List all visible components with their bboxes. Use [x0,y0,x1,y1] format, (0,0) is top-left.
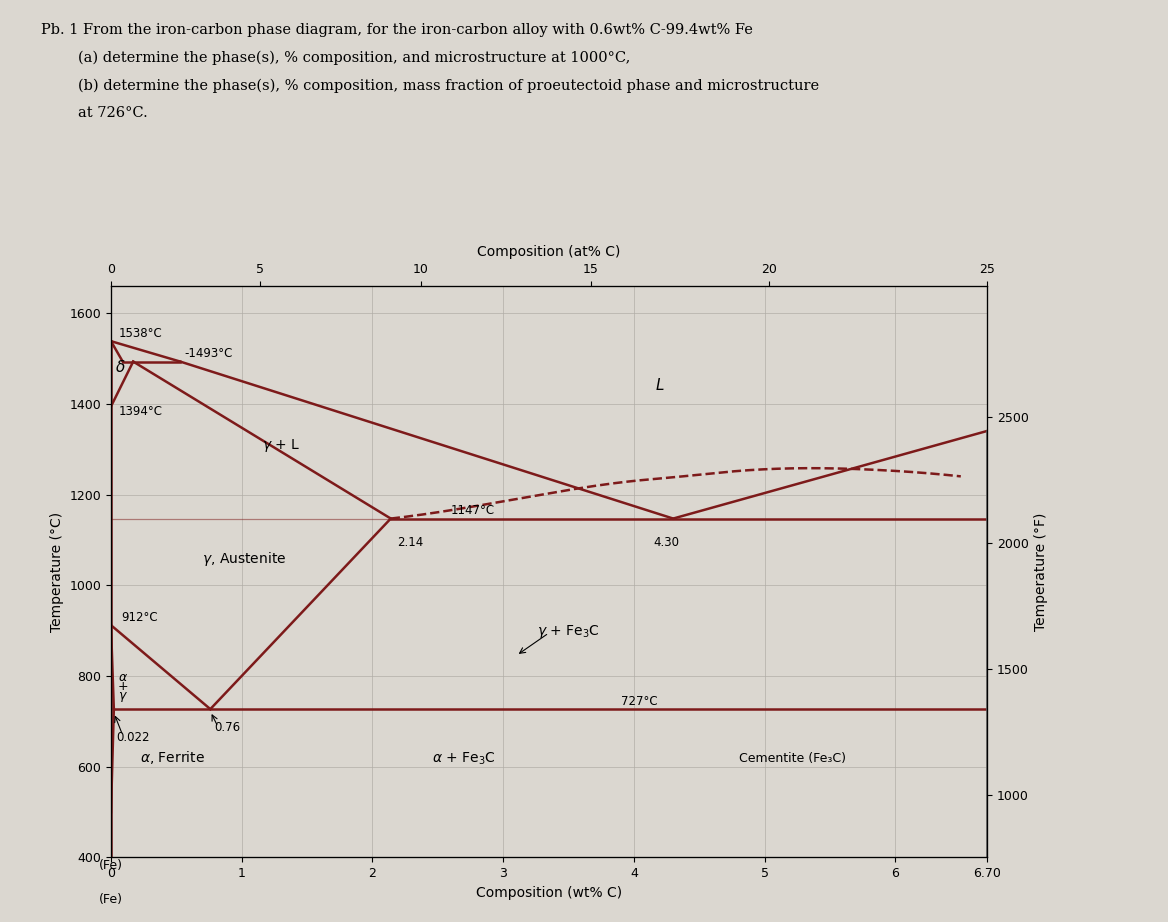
Text: -1493°C: -1493°C [185,347,232,361]
Text: $\delta$: $\delta$ [114,359,125,375]
Text: $\alpha$, Ferrite: $\alpha$, Ferrite [140,750,204,766]
Y-axis label: Temperature (°C): Temperature (°C) [50,512,64,632]
Text: $\gamma$ + Fe$_3$C: $\gamma$ + Fe$_3$C [537,623,600,640]
Text: $\gamma$ + L: $\gamma$ + L [262,437,300,455]
Text: 727°C: 727°C [621,694,658,707]
Text: (a) determine the phase(s), % composition, and microstructure at 1000°C,: (a) determine the phase(s), % compositio… [41,51,631,65]
X-axis label: Composition (wt% C): Composition (wt% C) [475,886,623,900]
Text: 0.76: 0.76 [214,721,241,734]
Text: 1538°C: 1538°C [119,326,162,339]
Text: (b) determine the phase(s), % composition, mass fraction of proeutectoid phase a: (b) determine the phase(s), % compositio… [41,78,819,93]
Text: 0.022: 0.022 [116,731,150,744]
Text: 1394°C: 1394°C [119,405,162,418]
Text: L: L [656,378,665,393]
Text: $\gamma$: $\gamma$ [118,690,127,703]
Text: Cementite (Fe₃C): Cementite (Fe₃C) [738,752,846,765]
Text: 2.14: 2.14 [397,536,424,549]
Text: at 726°C.: at 726°C. [41,106,147,120]
Text: (Fe): (Fe) [99,858,123,872]
X-axis label: Composition (at% C): Composition (at% C) [478,245,620,259]
Text: $\gamma$, Austenite: $\gamma$, Austenite [202,550,287,568]
Text: 4.30: 4.30 [654,536,680,549]
Text: 912°C: 912°C [121,610,158,623]
Y-axis label: Temperature (°F): Temperature (°F) [1034,513,1048,631]
Text: $\alpha$: $\alpha$ [118,670,127,683]
Text: 1147°C: 1147°C [451,504,495,517]
Text: Pb. 1 From the iron-carbon phase diagram, for the iron-carbon alloy with 0.6wt% : Pb. 1 From the iron-carbon phase diagram… [41,23,752,37]
Text: +: + [118,680,128,692]
Text: (Fe): (Fe) [99,893,123,906]
Text: $\alpha$ + Fe$_3$C: $\alpha$ + Fe$_3$C [432,751,496,766]
